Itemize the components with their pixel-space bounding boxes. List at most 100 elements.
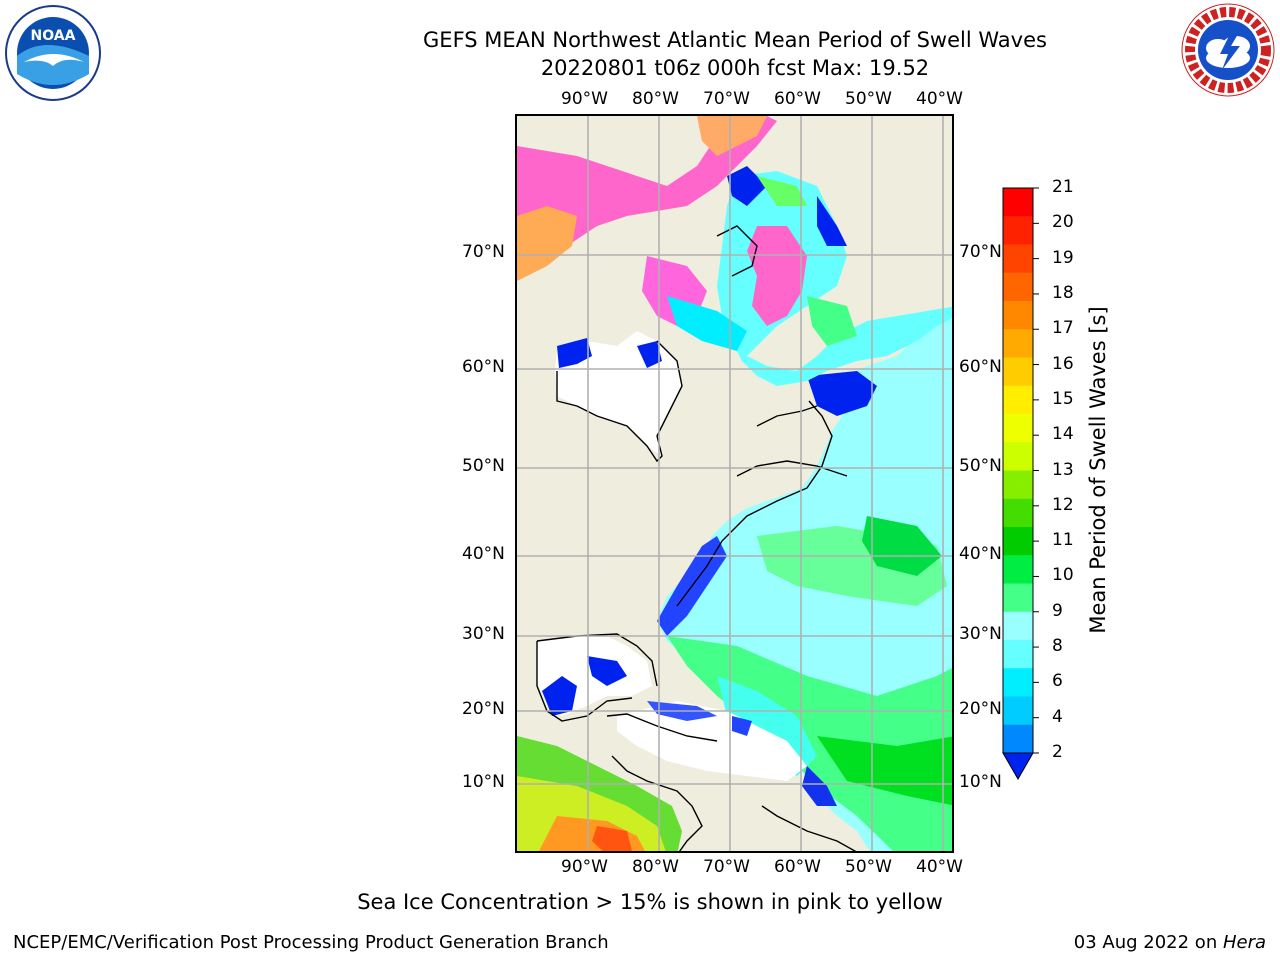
lon-label-top: 90°W [561,89,608,109]
colorbar-band [1003,329,1033,358]
lat-label-right: 30°N [959,624,1002,644]
swell-region-green [807,296,857,346]
noaa-logo-text: NOAA [31,28,76,44]
colorbar-tick-label: 12 [1052,494,1074,515]
swell-region-green [862,516,942,576]
colorbar-band [1003,385,1033,415]
sea-ice-pink [747,226,807,326]
lon-label-bottom: 60°W [774,857,821,877]
colorbar-tick-label: 9 [1052,600,1063,621]
colorbar-tick-label: 18 [1052,282,1074,303]
swell-region-green [757,176,807,206]
colorbar-band [1003,357,1033,387]
colorbar-tick-label: 4 [1052,706,1063,727]
colorbar-extend-arrow [1002,752,1034,781]
lat-label-left: 10°N [462,772,505,792]
noaa-logo: NOAA [5,5,101,101]
sea-ice-orange [517,206,577,281]
lat-label-right: 40°N [959,544,1002,564]
colorbar-band [1003,527,1033,556]
colorbar [1002,187,1039,781]
lat-label-right: 10°N [959,772,1002,792]
date-text: 03 Aug 2022 on [1073,932,1223,953]
swell-region-green [817,736,952,806]
colorbar-band [1003,611,1033,641]
colorbar-title: Mean Period of Swell Waves [s] [1086,306,1110,634]
colorbar-band [1003,442,1033,471]
lat-label-left: 50°N [462,456,505,476]
colorbar-band [1003,188,1033,217]
lat-label-right: 70°N [959,242,1002,262]
lat-label-left: 60°N [462,357,505,377]
colorbar-tick-label: 16 [1052,353,1074,374]
colorbar-tick-label: 15 [1052,388,1074,409]
lat-label-right: 20°N [959,699,1002,719]
colorbar-tick-label: 17 [1052,318,1074,339]
sea-ice-note: Sea Ice Concentration > 15% is shown in … [357,890,943,914]
swell-region-blue [817,196,847,246]
caribbean-sea [617,701,807,781]
lat-label-left: 30°N [462,624,505,644]
colorbar-band [1003,696,1033,726]
swell-region-blue [637,341,662,368]
colorbar-band [1003,640,1033,669]
colorbar-tick-label: 6 [1052,671,1063,692]
lon-label-bottom: 90°W [561,857,608,877]
swell-region-blue [587,656,627,686]
swell-region-blue [557,338,592,368]
lon-label-bottom: 50°W [845,857,892,877]
colorbar-band [1003,414,1033,443]
colorbar-band [1003,272,1033,302]
host-name: Hera [1222,932,1266,953]
colorbar-band [1003,583,1033,613]
colorbar-tick-label: 8 [1052,636,1063,657]
date-line: 03 Aug 2022 on Hera [1074,932,1266,953]
colorbar-band [1003,470,1033,500]
sea-ice-orange [697,116,767,156]
colorbar-tick-label: 13 [1052,459,1074,480]
lon-label-top: 70°W [703,89,750,109]
swell-region-blue [807,371,877,416]
colorbar-band [1003,555,1033,584]
colorbar-band [1003,216,1033,245]
lon-label-top: 60°W [774,89,821,109]
lat-label-right: 60°N [959,357,1002,377]
colorbar-band [1003,498,1033,528]
lon-label-top: 40°W [916,89,963,109]
colorbar-tick-label: 19 [1052,247,1074,268]
colorbar-tick-label: 10 [1052,565,1074,586]
lat-label-left: 20°N [462,699,505,719]
labrador-sea [717,171,952,386]
plot-subtitle: 20220801 t06z 000h fcst Max: 19.52 [540,56,930,80]
lon-label-top: 50°W [845,89,892,109]
colorbar-tick-label: 21 [1052,177,1074,197]
colorbar-band [1003,668,1033,697]
sea-ice-pink [517,116,777,276]
nws-logo [1181,3,1275,97]
map-panel[interactable] [515,114,954,853]
south-america-shading [592,826,632,851]
colorbar-band [1003,244,1033,274]
lon-label-bottom: 40°W [916,857,963,877]
swell-region-blue [802,766,837,806]
colorbar-band [1003,301,1033,330]
lat-label-left: 40°N [462,544,505,564]
ice-edge-cyan [667,296,747,351]
lon-label-bottom: 70°W [703,857,750,877]
coastlines [536,225,857,851]
colorbar-tick-label: 14 [1052,424,1074,445]
colorbar-tick-label: 20 [1052,212,1074,233]
lon-label-top: 80°W [632,89,679,109]
map-canvas [517,116,952,851]
graticule [517,116,952,851]
swell-region-blue [732,716,752,736]
colorbar-band [1003,724,1033,754]
credit-line: NCEP/EMC/Verification Post Processing Pr… [13,932,609,953]
colorbar-tick-label: 11 [1052,530,1074,551]
swell-region-blue [542,676,577,716]
lon-label-bottom: 80°W [632,857,679,877]
colorbar-tick-label: 2 [1052,742,1063,762]
lat-label-right: 50°N [959,456,1002,476]
lat-label-left: 70°N [462,242,505,262]
plot-title: GEFS MEAN Northwest Atlantic Mean Period… [423,28,1047,52]
